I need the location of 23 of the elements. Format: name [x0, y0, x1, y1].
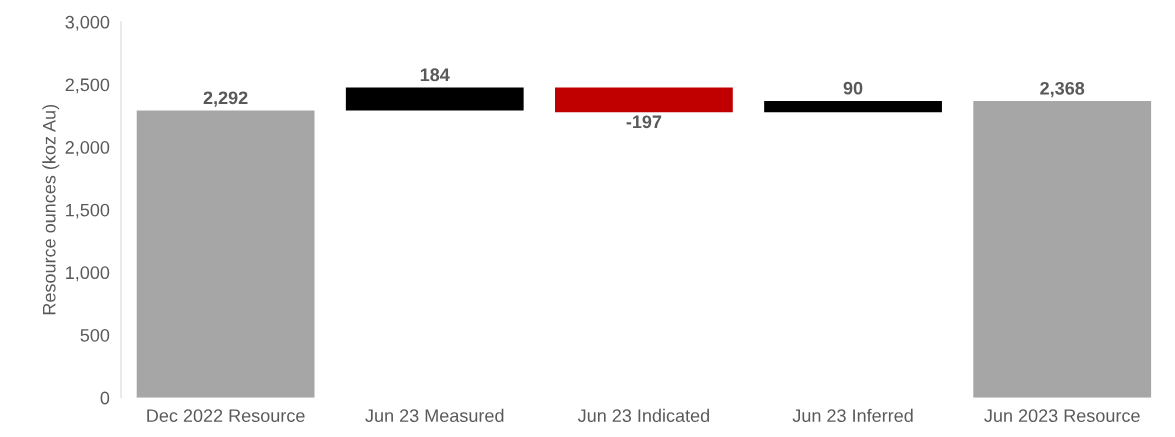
y-tick-label: 1,500: [66, 203, 110, 219]
bar: [555, 87, 733, 113]
data-label: 2,368: [1040, 81, 1085, 98]
bar: [136, 110, 315, 398]
data-label: -197: [626, 115, 662, 129]
y-tick-label: 3,000: [65, 15, 110, 31]
bar: [764, 100, 942, 113]
y-tick-label: 2,000: [65, 141, 110, 156]
y-tick-label: 1,000: [66, 266, 110, 282]
y-tick-label: 500: [80, 328, 110, 342]
data-label: 2,292: [203, 91, 248, 107]
data-label: 90: [843, 81, 863, 95]
y-tick-label: 2,500: [65, 78, 110, 94]
data-label: 184: [420, 68, 450, 82]
y-tick-label: 0: [100, 391, 110, 405]
x-tick-label: Jun 23 Inferred: [792, 408, 913, 423]
x-tick-label: Jun 23 Measured: [365, 408, 504, 423]
bar: [973, 101, 1152, 398]
x-tick-label: Jun 2023 Resource: [984, 409, 1140, 423]
x-tick-label: Dec 2022 Resource: [147, 409, 305, 423]
bar: [345, 87, 524, 111]
x-tick-label: Jun 23 Indicated: [577, 408, 709, 423]
y-axis-title: Resource ounces (koz Au): [42, 104, 60, 315]
